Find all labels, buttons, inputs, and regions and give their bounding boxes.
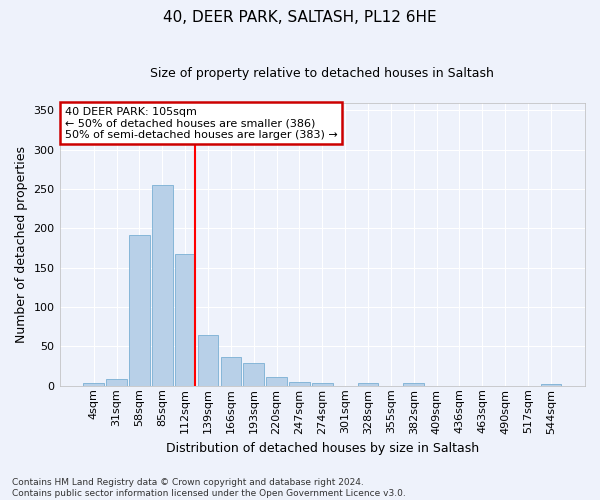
Bar bbox=[129, 236, 150, 386]
Bar bbox=[152, 185, 173, 386]
Bar bbox=[221, 356, 241, 386]
Bar bbox=[198, 334, 218, 386]
Text: 40, DEER PARK, SALTASH, PL12 6HE: 40, DEER PARK, SALTASH, PL12 6HE bbox=[163, 10, 437, 25]
Title: Size of property relative to detached houses in Saltash: Size of property relative to detached ho… bbox=[151, 68, 494, 80]
Text: 40 DEER PARK: 105sqm
← 50% of detached houses are smaller (386)
50% of semi-deta: 40 DEER PARK: 105sqm ← 50% of detached h… bbox=[65, 106, 338, 140]
Bar bbox=[312, 382, 332, 386]
Y-axis label: Number of detached properties: Number of detached properties bbox=[15, 146, 28, 342]
Bar bbox=[106, 378, 127, 386]
Bar bbox=[175, 254, 196, 386]
Bar bbox=[289, 382, 310, 386]
Bar bbox=[244, 363, 264, 386]
Bar bbox=[266, 377, 287, 386]
Bar bbox=[83, 384, 104, 386]
X-axis label: Distribution of detached houses by size in Saltash: Distribution of detached houses by size … bbox=[166, 442, 479, 455]
Bar bbox=[541, 384, 561, 386]
Bar bbox=[358, 382, 378, 386]
Bar bbox=[403, 384, 424, 386]
Text: Contains HM Land Registry data © Crown copyright and database right 2024.
Contai: Contains HM Land Registry data © Crown c… bbox=[12, 478, 406, 498]
